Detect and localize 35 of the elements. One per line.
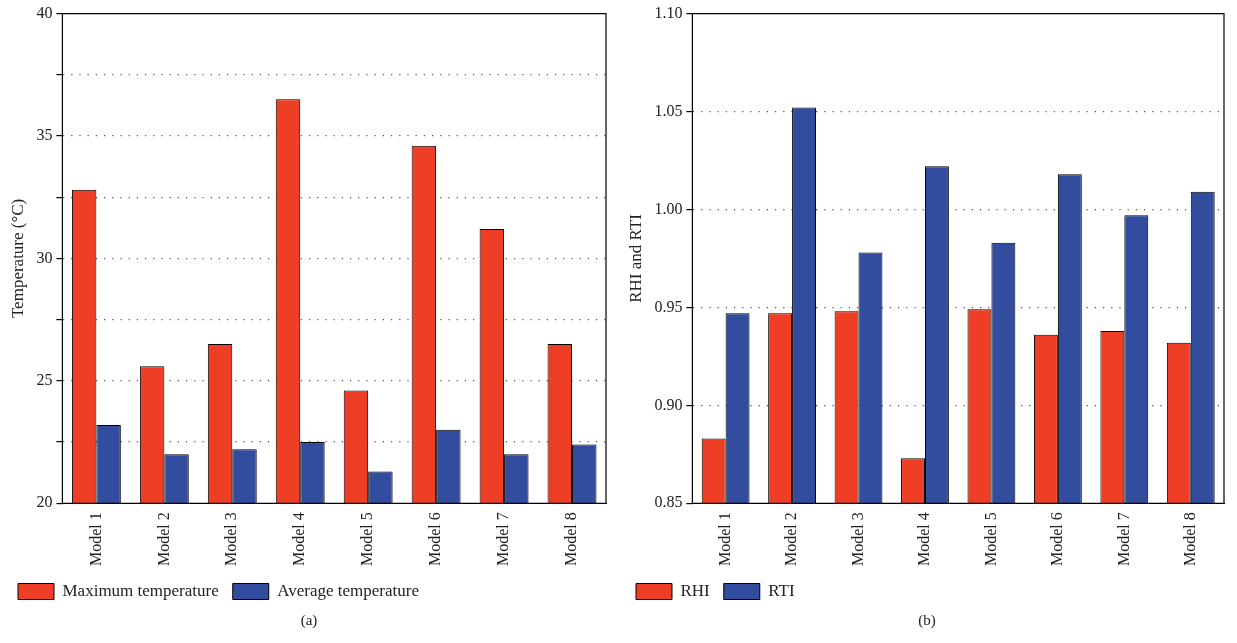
- y-tick-label: 1.05: [654, 101, 683, 119]
- x-tick-label: Model 3: [222, 512, 240, 567]
- y-tick-label: 1.00: [654, 199, 683, 217]
- legend-label: RTI: [768, 580, 795, 600]
- x-tick-label: Model 3: [848, 512, 866, 567]
- x-tick-label: Model 5: [981, 512, 999, 567]
- legend-label: Average temperature: [277, 580, 419, 600]
- legend-label: Maximum temperature: [62, 580, 219, 600]
- x-tick-label: Model 2: [782, 512, 800, 567]
- y-tick-label: 40: [36, 3, 53, 21]
- x-tick-label: Model 6: [426, 512, 444, 567]
- x-tick-label: Model 8: [1180, 512, 1198, 567]
- y-tick-label: 1.10: [654, 3, 683, 21]
- y-axis-title: Temperature (°C): [7, 198, 27, 319]
- x-tick-label: Model 2: [154, 512, 172, 567]
- y-tick-label: 0.90: [654, 395, 683, 413]
- x-tick-label: Model 4: [915, 512, 933, 567]
- y-tick-label: 25: [36, 371, 53, 389]
- x-tick-label: Model 5: [358, 512, 376, 567]
- legend-label: RHI: [680, 580, 711, 600]
- y-tick-label: 0.85: [654, 493, 683, 511]
- y-tick-label: 35: [36, 126, 53, 144]
- y-tick-label: 30: [36, 248, 53, 266]
- x-tick-label: Model 4: [290, 512, 308, 567]
- x-tick-label: Model 8: [562, 512, 580, 567]
- x-tick-label: Model 6: [1048, 512, 1066, 567]
- text: (b): [917, 612, 937, 629]
- y-tick-label: 0.95: [654, 297, 683, 315]
- x-tick-label: Model 1: [715, 512, 733, 567]
- y-tick-label: 20: [36, 493, 53, 511]
- x-tick-label: Model 7: [494, 512, 512, 567]
- x-tick-label: Model 7: [1114, 512, 1132, 567]
- y-axis-title: RHI and RTI: [625, 213, 645, 303]
- x-tick-label: Model 1: [86, 512, 104, 567]
- text: (a): [299, 612, 319, 629]
